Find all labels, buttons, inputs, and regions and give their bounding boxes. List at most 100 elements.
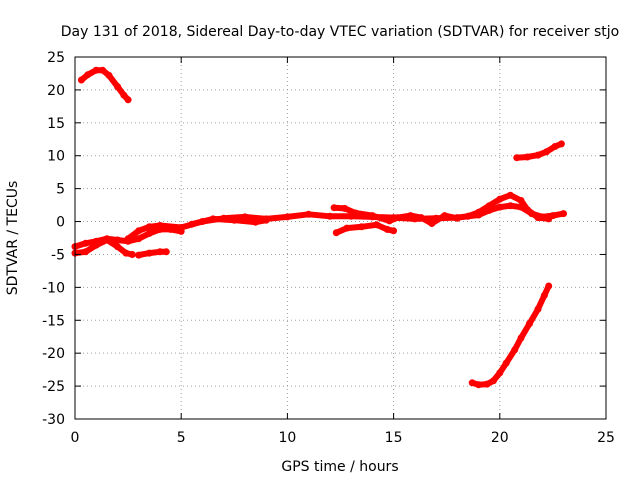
data-point bbox=[390, 227, 398, 235]
data-point bbox=[209, 215, 217, 223]
data-point bbox=[468, 379, 476, 387]
y-tick-label: -25 bbox=[42, 379, 65, 395]
x-tick-label: 5 bbox=[177, 430, 186, 446]
data-point bbox=[534, 151, 542, 159]
data-point bbox=[496, 195, 504, 203]
data-point bbox=[84, 71, 92, 79]
data-point bbox=[417, 214, 425, 222]
x-tick-label: 15 bbox=[385, 430, 403, 446]
grid bbox=[75, 57, 606, 419]
data-point bbox=[114, 236, 121, 244]
data-point bbox=[557, 140, 565, 148]
data-point bbox=[464, 212, 472, 220]
data-series bbox=[71, 66, 567, 389]
data-point bbox=[441, 212, 449, 220]
data-point bbox=[534, 214, 542, 222]
y-tick-label: -30 bbox=[42, 412, 65, 428]
data-point bbox=[156, 248, 164, 256]
data-point bbox=[513, 154, 521, 162]
data-point bbox=[506, 191, 514, 199]
data-point bbox=[283, 213, 291, 221]
data-point bbox=[560, 210, 567, 218]
data-point bbox=[162, 248, 170, 256]
data-point bbox=[394, 214, 402, 222]
x-tick-label: 25 bbox=[597, 430, 615, 446]
series-arc-10 bbox=[513, 140, 565, 162]
y-tick-label: 10 bbox=[47, 149, 65, 165]
data-point bbox=[177, 224, 185, 231]
y-tick-label: 0 bbox=[56, 215, 65, 231]
data-point bbox=[326, 212, 334, 220]
data-point bbox=[373, 221, 381, 229]
data-point bbox=[82, 239, 90, 247]
data-point bbox=[428, 220, 436, 227]
data-point bbox=[545, 215, 553, 223]
data-point bbox=[502, 359, 510, 367]
data-point bbox=[135, 235, 143, 243]
data-point bbox=[496, 369, 504, 377]
data-point bbox=[124, 96, 132, 104]
series-arc-9 bbox=[464, 191, 553, 223]
series-arc-1 bbox=[77, 66, 132, 104]
series-arc-7 bbox=[330, 204, 461, 227]
data-point bbox=[124, 235, 132, 243]
data-point bbox=[506, 202, 514, 210]
data-point bbox=[368, 212, 376, 220]
data-point bbox=[383, 225, 391, 233]
data-point bbox=[526, 320, 533, 328]
y-tick-label: -10 bbox=[42, 280, 65, 296]
data-point bbox=[135, 251, 143, 259]
y-tick-label: 25 bbox=[47, 50, 65, 66]
data-point bbox=[343, 224, 351, 232]
series-arc-8 bbox=[332, 221, 398, 237]
data-point bbox=[543, 148, 550, 156]
data-point bbox=[496, 203, 504, 211]
data-point bbox=[122, 249, 130, 257]
y-tick-label: -20 bbox=[42, 346, 65, 362]
data-point bbox=[252, 218, 259, 226]
data-point bbox=[120, 91, 128, 99]
data-point bbox=[92, 241, 100, 249]
data-point bbox=[407, 212, 415, 220]
data-point bbox=[483, 380, 491, 388]
data-point bbox=[330, 204, 338, 212]
plot-frame bbox=[74, 56, 607, 420]
data-point bbox=[485, 202, 493, 210]
x-tick-label: 20 bbox=[491, 430, 509, 446]
data-point bbox=[92, 66, 100, 74]
chart-title: Day 131 of 2018, Sidereal Day-to-day VTE… bbox=[61, 24, 619, 40]
data-point bbox=[511, 346, 519, 354]
data-point bbox=[332, 229, 340, 237]
data-point bbox=[545, 282, 553, 290]
y-tick-label: 20 bbox=[47, 83, 65, 99]
data-point bbox=[517, 334, 525, 342]
data-point bbox=[114, 243, 121, 251]
data-point bbox=[351, 209, 359, 217]
y-axis-label: SDTVAR / TECUs bbox=[5, 181, 21, 296]
x-tick-label: 10 bbox=[278, 430, 296, 446]
data-point bbox=[145, 229, 153, 237]
series-arc-11 bbox=[468, 282, 553, 389]
data-point bbox=[145, 223, 153, 231]
data-point bbox=[517, 197, 525, 204]
data-point bbox=[262, 216, 270, 224]
series-arc-3 bbox=[71, 236, 136, 258]
data-point bbox=[453, 214, 461, 222]
data-point bbox=[305, 210, 313, 218]
data-point bbox=[99, 66, 107, 74]
data-point bbox=[341, 204, 349, 212]
data-point bbox=[540, 291, 548, 299]
data-point bbox=[230, 216, 238, 224]
data-point bbox=[103, 236, 111, 244]
series-arc-6 bbox=[188, 215, 270, 228]
data-point bbox=[105, 71, 113, 79]
y-tick-label: 5 bbox=[56, 182, 65, 198]
y-tick-label: 15 bbox=[47, 116, 65, 132]
data-point bbox=[156, 222, 164, 229]
data-point bbox=[358, 223, 366, 231]
data-point bbox=[128, 251, 136, 258]
data-point bbox=[82, 248, 90, 256]
data-point bbox=[114, 83, 121, 91]
data-point bbox=[188, 220, 196, 228]
